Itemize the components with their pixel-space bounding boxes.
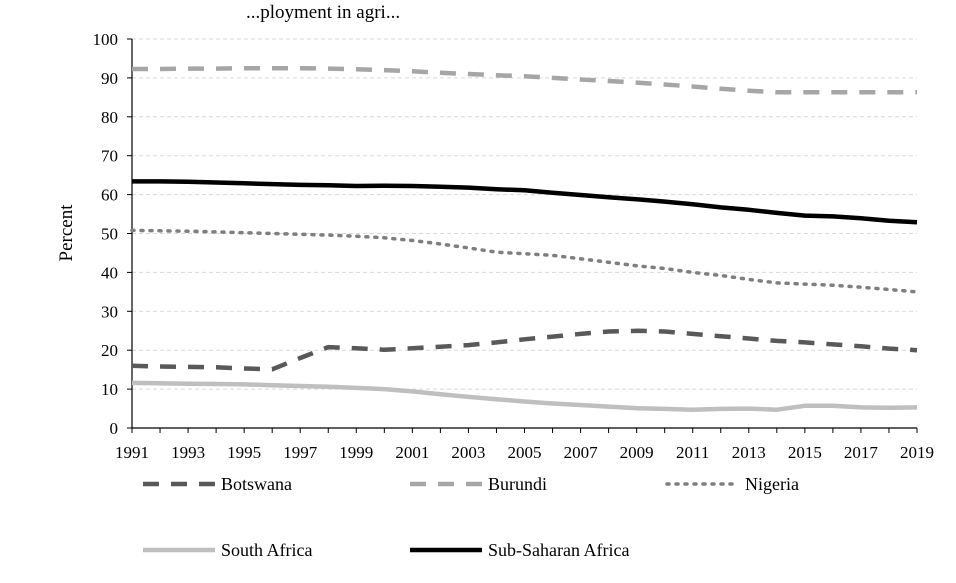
y-tick-label: 90 xyxy=(101,69,118,88)
y-tick-label: 50 xyxy=(101,225,118,244)
series-line-south-africa xyxy=(131,380,918,412)
legend-label: Sub-Saharan Africa xyxy=(488,540,629,560)
x-tick-label: 2015 xyxy=(788,443,822,462)
series-line-botswana xyxy=(131,328,918,372)
legend: Botswana Burundi Nigeria South Africa Sub-Sa… xyxy=(143,474,799,560)
x-tick-label: 1997 xyxy=(283,443,318,462)
x-tick-label: 2007 xyxy=(564,443,599,462)
y-tick-label: 40 xyxy=(101,263,118,282)
x-tick-label: 1999 xyxy=(339,443,373,462)
y-axis-title: Percent xyxy=(56,204,77,262)
series-layer xyxy=(130,65,919,412)
y-tick-label: 100 xyxy=(93,30,119,49)
axis-layer: 0 10 20 30 40 50 60 70 80 90 100 1991 1993 1995 1997 19… xyxy=(93,30,935,462)
series-line-sub-saharan-africa xyxy=(132,179,918,225)
legend-label: Burundi xyxy=(488,474,547,494)
y-tick-label: 60 xyxy=(101,186,118,205)
x-tick-label: 2013 xyxy=(732,443,766,462)
y-tick-label: 20 xyxy=(101,341,118,360)
y-tick-label: 10 xyxy=(101,380,118,399)
legend-label: South Africa xyxy=(221,540,313,560)
x-tick-label: 1995 xyxy=(227,443,261,462)
x-tick-label: 2009 xyxy=(620,443,654,462)
x-tick-label: 2017 xyxy=(844,443,879,462)
y-tick-label: 80 xyxy=(101,108,118,127)
x-tick-label: 2019 xyxy=(900,443,934,462)
x-tick-label: 2003 xyxy=(451,443,485,462)
series-line-nigeria xyxy=(130,228,919,294)
x-tick-label: 2011 xyxy=(676,443,709,462)
y-tick-label: 30 xyxy=(101,302,118,321)
legend-label: Botswana xyxy=(221,474,292,494)
legend-label: Nigeria xyxy=(745,474,799,494)
x-tick-label: 1993 xyxy=(171,443,205,462)
y-tick-label: 70 xyxy=(101,147,118,166)
x-tick-label: 2001 xyxy=(395,443,429,462)
chart-title: ...ployment in agri... xyxy=(246,2,400,23)
y-tick-label: 0 xyxy=(110,419,119,438)
x-tick-label: 2005 xyxy=(508,443,542,462)
series-line-burundi xyxy=(132,65,917,95)
x-tick-label: 1991 xyxy=(115,443,149,462)
